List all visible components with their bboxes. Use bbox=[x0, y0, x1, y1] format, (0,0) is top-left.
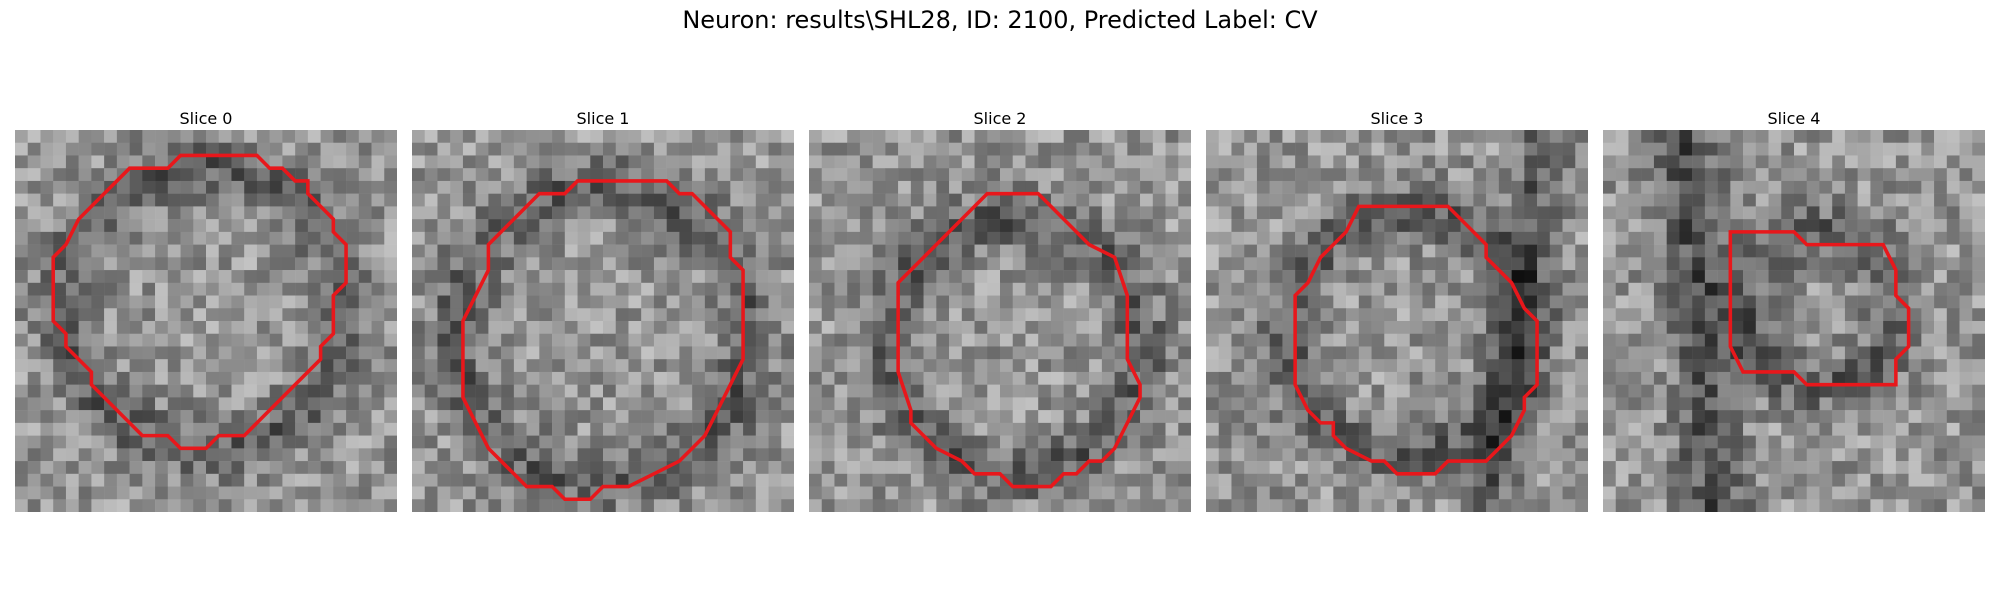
figure-title: Neuron: results\SHL28, ID: 2100, Predict… bbox=[0, 6, 2000, 34]
slice-image-2 bbox=[809, 130, 1191, 512]
slice-panel-0: Slice 0 bbox=[15, 108, 397, 512]
slice-title-2: Slice 2 bbox=[809, 108, 1191, 130]
grayscale-pixels-2 bbox=[809, 130, 1191, 512]
slice-panel-2: Slice 2 bbox=[809, 108, 1191, 512]
grayscale-pixels-4 bbox=[1603, 130, 1985, 512]
slice-image-0 bbox=[15, 130, 397, 512]
slice-title-1: Slice 1 bbox=[412, 108, 794, 130]
slice-panel-3: Slice 3 bbox=[1206, 108, 1588, 512]
slice-title-0: Slice 0 bbox=[15, 108, 397, 130]
grayscale-pixels-1 bbox=[412, 130, 794, 512]
slice-image-3 bbox=[1206, 130, 1588, 512]
grayscale-pixels-0 bbox=[15, 130, 397, 512]
slice-title-4: Slice 4 bbox=[1603, 108, 1985, 130]
slice-panel-4: Slice 4 bbox=[1603, 108, 1985, 512]
grayscale-pixels-3 bbox=[1206, 130, 1588, 512]
slice-image-4 bbox=[1603, 130, 1985, 512]
slice-panel-1: Slice 1 bbox=[412, 108, 794, 512]
slice-title-3: Slice 3 bbox=[1206, 108, 1588, 130]
slice-image-1 bbox=[412, 130, 794, 512]
